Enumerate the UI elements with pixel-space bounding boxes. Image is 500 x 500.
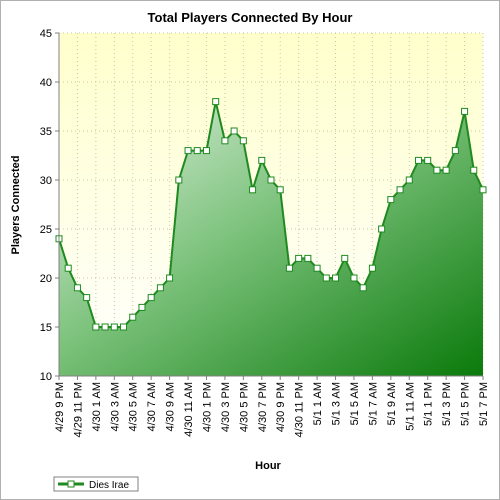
x-tick-label: 4/30 11 AM xyxy=(183,382,195,437)
x-tick-label: 4/30 1 PM xyxy=(201,382,213,432)
legend-label: Dies Irae xyxy=(89,480,129,491)
x-tick-label: 4/30 3 PM xyxy=(220,382,232,432)
legend-marker-swatch xyxy=(67,480,75,488)
data-point xyxy=(313,264,321,272)
data-point xyxy=(405,176,413,184)
x-tick-label: 5/1 1 AM xyxy=(312,382,324,425)
axes xyxy=(58,33,483,377)
data-point xyxy=(175,176,183,184)
x-tick-label: 5/1 1 PM xyxy=(423,382,435,426)
y-axis-title: Players Connected xyxy=(10,155,22,254)
data-point xyxy=(129,313,137,321)
y-tick-labels: 10 15 20 25 30 35 40 45 xyxy=(40,28,59,383)
y-tick-label: 40 xyxy=(40,77,52,89)
data-point xyxy=(120,323,128,331)
marker-layer xyxy=(55,98,487,331)
data-point xyxy=(110,323,118,331)
data-point xyxy=(451,147,459,155)
data-point xyxy=(461,107,469,115)
x-tick-label: 4/30 1 AM xyxy=(91,382,103,432)
x-tick-label: 4/30 3 AM xyxy=(109,382,121,432)
data-point xyxy=(424,156,432,164)
x-tick-label: 5/1 9 AM xyxy=(386,382,398,425)
data-point xyxy=(276,186,284,194)
area-layer xyxy=(59,101,483,376)
x-tick-label: 4/30 9 PM xyxy=(275,382,287,432)
data-point xyxy=(359,284,367,292)
y-tick-label: 35 xyxy=(40,126,52,138)
chart-title: Total Players Connected By Hour xyxy=(148,10,353,25)
data-point xyxy=(479,186,487,194)
legend: Dies Irae xyxy=(53,476,139,492)
x-tick-label: 5/1 5 PM xyxy=(460,382,472,426)
x-tick-label: 4/30 11 PM xyxy=(294,382,306,437)
x-tick-label: 5/1 7 AM xyxy=(367,382,379,425)
data-point xyxy=(442,166,450,174)
x-tick-labels: 4/29 9 PM 4/29 11 PM 4/30 1 AM 4/30 3 AM 4/3… xyxy=(54,376,490,437)
y-tick-label: 20 xyxy=(40,273,52,285)
data-point xyxy=(350,274,358,282)
data-point xyxy=(212,98,220,106)
data-point xyxy=(368,264,376,272)
x-tick-label: 5/1 3 AM xyxy=(331,382,343,425)
data-point xyxy=(322,274,330,282)
data-point xyxy=(193,147,201,155)
data-point xyxy=(184,147,192,155)
series-area xyxy=(59,101,483,376)
data-point xyxy=(258,156,266,164)
x-tick-label: 4/30 7 PM xyxy=(257,382,269,432)
x-tick-label: 4/29 9 PM xyxy=(54,382,66,432)
data-point xyxy=(83,294,91,302)
data-point xyxy=(285,264,293,272)
x-tick-label: 5/1 11 AM xyxy=(404,382,416,431)
data-point xyxy=(267,176,275,184)
data-point xyxy=(73,284,81,292)
data-point xyxy=(138,303,146,311)
x-tick-label: 4/30 7 AM xyxy=(146,382,158,432)
data-point xyxy=(341,254,349,262)
x-tick-label: 5/1 7 PM xyxy=(478,382,490,426)
data-point xyxy=(147,294,155,302)
data-point xyxy=(378,225,386,233)
x-tick-label: 5/1 3 PM xyxy=(441,382,453,426)
data-point xyxy=(396,186,404,194)
data-point xyxy=(239,137,247,145)
y-tick-label: 45 xyxy=(40,28,52,40)
data-point xyxy=(387,196,395,204)
x-tick-label: 4/29 11 PM xyxy=(72,382,84,437)
data-point xyxy=(92,323,100,331)
x-tick-label: 4/30 9 AM xyxy=(165,382,177,432)
data-point xyxy=(433,166,441,174)
x-tick-label: 4/30 5 PM xyxy=(238,382,250,432)
data-point xyxy=(470,166,478,174)
data-point xyxy=(304,254,312,262)
y-tick-label: 15 xyxy=(40,322,52,334)
x-axis-title: Hour xyxy=(255,460,281,472)
y-tick-label: 10 xyxy=(40,371,52,383)
data-point xyxy=(101,323,109,331)
data-point xyxy=(64,264,72,272)
data-point xyxy=(166,274,174,282)
data-point xyxy=(230,127,238,135)
x-tick-label: 4/30 5 AM xyxy=(128,382,140,432)
data-point xyxy=(156,284,164,292)
legend-box xyxy=(53,476,139,492)
data-point xyxy=(249,186,257,194)
data-point xyxy=(202,147,210,155)
y-tick-label: 30 xyxy=(40,175,52,187)
y-tick-label: 25 xyxy=(40,224,52,236)
data-point xyxy=(414,156,422,164)
data-point xyxy=(221,137,229,145)
data-point xyxy=(295,254,303,262)
x-tick-label: 5/1 5 AM xyxy=(349,382,361,425)
data-point xyxy=(332,274,340,282)
